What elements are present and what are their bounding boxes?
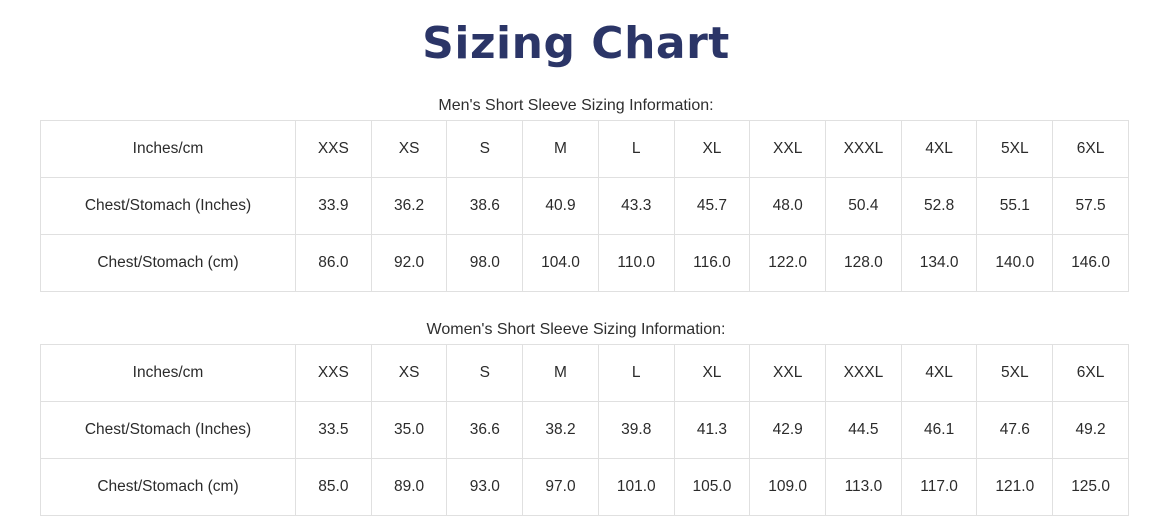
measurement-cell: 105.0 xyxy=(673,458,751,516)
measurement-cell: 38.2 xyxy=(522,401,599,459)
size-header-cell: XL xyxy=(673,344,751,402)
measurement-cell: 36.6 xyxy=(446,401,524,459)
size-header-cell: 5XL xyxy=(976,120,1054,178)
measurement-cell: 109.0 xyxy=(749,458,827,516)
measurement-cell: 38.6 xyxy=(446,177,524,235)
measurement-cell: 104.0 xyxy=(522,234,599,292)
measurement-cell: 41.3 xyxy=(673,401,751,459)
measurement-cell: 42.9 xyxy=(749,401,827,459)
measurement-cell: 35.0 xyxy=(370,401,448,459)
size-header-cell: XS xyxy=(370,344,448,402)
measurement-cell: 97.0 xyxy=(522,458,599,516)
size-header-cell: 4XL xyxy=(900,344,978,402)
measurement-cell: 113.0 xyxy=(825,458,902,516)
measurement-cell: 55.1 xyxy=(976,177,1054,235)
header-row: Inches/cm XXS XS S M L XL XXL XXXL 4XL 5XL 6XL xyxy=(40,344,1129,402)
row-label-cell: Chest/Stomach (Inches) xyxy=(40,177,296,235)
size-header-cell: XXXL xyxy=(825,344,902,402)
measurement-cell: 43.3 xyxy=(597,177,675,235)
measurement-cell: 110.0 xyxy=(597,234,675,292)
size-header-cell: 5XL xyxy=(976,344,1054,402)
table-row: Chest/Stomach (cm) 86.0 92.0 98.0 104.0 110.0… xyxy=(40,234,1129,292)
measurement-cell: 52.8 xyxy=(900,177,978,235)
size-header-cell: XL xyxy=(673,120,751,178)
row-label-cell: Chest/Stomach (cm) xyxy=(40,458,296,516)
measurement-cell: 101.0 xyxy=(597,458,675,516)
table-row: Chest/Stomach (Inches) 33.5 35.0 36.6 38.2 39… xyxy=(40,401,1129,459)
mens-sizing-table: Inches/cm XXS XS S M L XL XXL XXXL 4XL 5XL 6XL Chest… xyxy=(40,120,1129,292)
size-header-cell: XXL xyxy=(749,120,827,178)
measurement-cell: 117.0 xyxy=(900,458,978,516)
measurement-cell: 33.9 xyxy=(295,177,372,235)
measurement-cell: 128.0 xyxy=(825,234,902,292)
measurement-cell: 116.0 xyxy=(673,234,751,292)
table-row: Chest/Stomach (cm) 85.0 89.0 93.0 97.0 101.0 1… xyxy=(40,458,1129,516)
mens-sizing-section: Men's Short Sleeve Sizing Information: I… xyxy=(0,97,1152,292)
measurement-cell: 85.0 xyxy=(295,458,372,516)
size-header-cell: S xyxy=(446,344,524,402)
size-header-cell: S xyxy=(446,120,524,178)
womens-table-caption: Women's Short Sleeve Sizing Information: xyxy=(426,321,726,338)
header-row: Inches/cm XXS XS S M L XL XXL XXXL 4XL 5XL 6XL xyxy=(40,120,1129,178)
measurement-cell: 40.9 xyxy=(522,177,599,235)
size-header-cell: 6XL xyxy=(1052,344,1129,402)
measurement-cell: 45.7 xyxy=(673,177,751,235)
measurement-cell: 44.5 xyxy=(825,401,902,459)
size-header-cell: M xyxy=(522,120,599,178)
measurement-cell: 98.0 xyxy=(446,234,524,292)
size-header-cell: M xyxy=(522,344,599,402)
measurement-cell: 46.1 xyxy=(900,401,978,459)
measurement-cell: 125.0 xyxy=(1052,458,1129,516)
measurement-cell: 146.0 xyxy=(1052,234,1129,292)
mens-table-caption: Men's Short Sleeve Sizing Information: xyxy=(438,97,714,114)
size-header-cell: XXXL xyxy=(825,120,902,178)
measurement-cell: 33.5 xyxy=(295,401,372,459)
size-header-cell: L xyxy=(597,120,675,178)
size-header-cell: L xyxy=(597,344,675,402)
measurement-cell: 86.0 xyxy=(295,234,372,292)
size-header-cell: XXS xyxy=(295,344,372,402)
size-header-cell: XXL xyxy=(749,344,827,402)
measurement-cell: 49.2 xyxy=(1052,401,1129,459)
measurement-cell: 48.0 xyxy=(749,177,827,235)
measurement-cell: 89.0 xyxy=(370,458,448,516)
units-header-cell: Inches/cm xyxy=(40,120,296,178)
measurement-cell: 121.0 xyxy=(976,458,1054,516)
table-row: Chest/Stomach (Inches) 33.9 36.2 38.6 40.9 43… xyxy=(40,177,1129,235)
womens-sizing-table: Inches/cm XXS XS S M L XL XXL XXXL 4XL 5XL 6XL Chest… xyxy=(40,344,1129,516)
measurement-cell: 47.6 xyxy=(976,401,1054,459)
measurement-cell: 134.0 xyxy=(900,234,978,292)
size-header-cell: XXS xyxy=(295,120,372,178)
size-header-cell: XS xyxy=(370,120,448,178)
measurement-cell: 36.2 xyxy=(370,177,448,235)
page-title: Sizing Chart xyxy=(422,18,730,69)
measurement-cell: 140.0 xyxy=(976,234,1054,292)
row-label-cell: Chest/Stomach (Inches) xyxy=(40,401,296,459)
measurement-cell: 122.0 xyxy=(749,234,827,292)
size-header-cell: 4XL xyxy=(900,120,978,178)
measurement-cell: 50.4 xyxy=(825,177,902,235)
units-header-cell: Inches/cm xyxy=(40,344,296,402)
size-header-cell: 6XL xyxy=(1052,120,1129,178)
womens-sizing-section: Women's Short Sleeve Sizing Information:… xyxy=(0,321,1152,516)
measurement-cell: 92.0 xyxy=(370,234,448,292)
measurement-cell: 93.0 xyxy=(446,458,524,516)
row-label-cell: Chest/Stomach (cm) xyxy=(40,234,296,292)
measurement-cell: 39.8 xyxy=(597,401,675,459)
measurement-cell: 57.5 xyxy=(1052,177,1129,235)
